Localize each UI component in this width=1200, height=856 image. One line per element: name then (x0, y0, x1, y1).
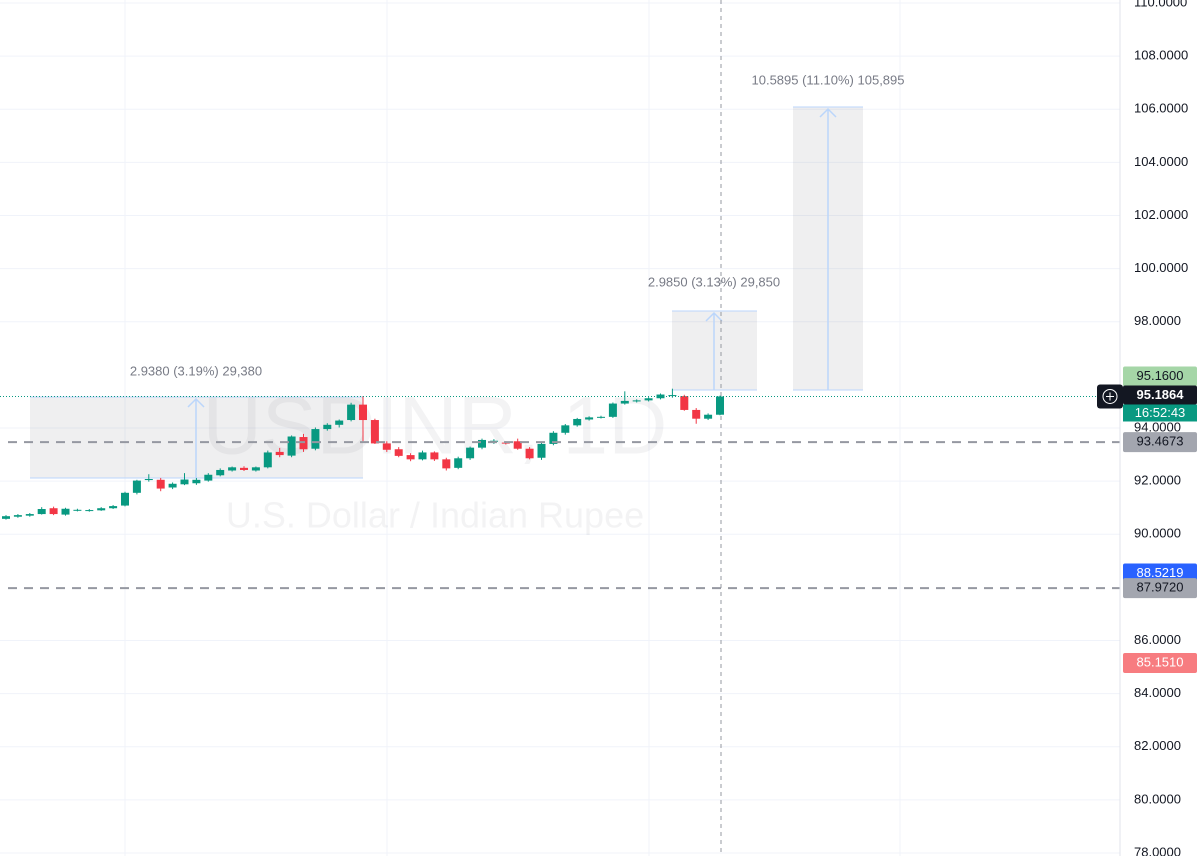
candle-body (85, 510, 94, 512)
candle-body (37, 509, 46, 515)
candle-body (347, 404, 356, 421)
candle-body (585, 417, 594, 420)
candle-body (442, 459, 451, 469)
candle-body (620, 400, 629, 404)
candle-body (287, 436, 296, 456)
candle-body (263, 452, 272, 468)
y-tick-label: 110.0000 (1134, 0, 1187, 9)
candle-body (13, 515, 22, 517)
candle-body (335, 420, 344, 425)
y-tick-label: 84.0000 (1134, 685, 1181, 700)
price-badge-label: 93.4673 (1137, 434, 1184, 449)
candle-body (156, 479, 165, 489)
price-badge-label: 95.1600 (1137, 368, 1184, 383)
price-badge (1123, 432, 1197, 453)
candle-body (240, 467, 248, 470)
candle-body (692, 409, 701, 419)
candle-body (680, 396, 689, 410)
price-axis[interactable]: 78.0000 80.0000 82.0000 84.0000 86.0000 90.00… (1123, 0, 1197, 856)
candle-body (216, 469, 225, 476)
candle-body (73, 509, 82, 511)
countdown: 16:52:43 (1135, 405, 1186, 420)
y-tick-label: 86.0000 (1134, 632, 1181, 647)
candle-body (25, 514, 34, 516)
measure-label: 2.9850 (3.13%) 29,850 (648, 274, 780, 289)
candle-body (275, 451, 284, 456)
y-tick-label: 102.0000 (1134, 207, 1188, 222)
candle-body (394, 449, 403, 456)
candle-body (525, 448, 534, 459)
y-tick-label: 98.0000 (1134, 313, 1181, 328)
y-tick-label: 80.0000 (1134, 791, 1181, 806)
candle-body (466, 447, 475, 459)
measure-label: 2.9380 (3.19%) 29,380 (130, 363, 262, 378)
last-price-badge (1123, 385, 1197, 405)
countdown-badge (1123, 404, 1197, 422)
y-tick-label: 104.0000 (1134, 154, 1188, 169)
candle-body (49, 508, 58, 515)
add-alert-button[interactable] (1097, 384, 1123, 409)
price-badge (1123, 578, 1197, 599)
candle-body (608, 403, 617, 417)
button-icon (1102, 388, 1118, 404)
y-tick-label: 106.0000 (1134, 101, 1188, 116)
button-icon (1106, 392, 1114, 401)
y-tick-label: 94.0000 (1134, 419, 1181, 434)
candle-body (549, 432, 558, 444)
candle-body (204, 474, 213, 481)
candle-body (382, 443, 391, 450)
candle-body (311, 429, 320, 449)
candle-body (573, 418, 582, 426)
candle-body (632, 400, 641, 402)
candle-body (561, 425, 570, 433)
candle-body (2, 516, 10, 519)
candle-body (478, 439, 486, 448)
price-badge-label: 88.5219 (1137, 565, 1184, 580)
price-badge (1123, 366, 1197, 387)
price-badge-label: 87.9720 (1137, 580, 1184, 595)
y-tick-label: 82.0000 (1134, 738, 1181, 753)
candle-body (644, 398, 653, 401)
candle-body (359, 404, 367, 421)
candle-body (251, 467, 260, 471)
candle-body (97, 508, 106, 511)
candle-body (61, 508, 70, 515)
candle-body (597, 416, 605, 418)
y-tick-label: 100.0000 (1134, 260, 1188, 275)
candle-body (228, 467, 237, 471)
candle-body (132, 480, 141, 493)
candle-body (704, 414, 713, 419)
price-badge-label: 85.1510 (1137, 654, 1184, 669)
candle-body (454, 458, 463, 468)
measure-arrow (187, 397, 205, 478)
candle-body (180, 479, 189, 485)
plot (0, 388, 1120, 590)
candle-body (418, 452, 427, 460)
candle-body (716, 396, 724, 415)
y-tick-label: 108.0000 (1134, 48, 1188, 63)
candle-body (513, 441, 522, 449)
last-price-label: 95.1864 (1137, 387, 1185, 402)
measure-arrow (705, 311, 723, 390)
candle-body (144, 479, 153, 481)
candle-body (168, 483, 177, 488)
candle-body (323, 424, 332, 430)
y-tick-label: 78.0000 (1134, 844, 1181, 856)
candle-body (192, 479, 201, 484)
candle-body (537, 443, 546, 458)
candle-body (668, 395, 677, 397)
y-tick-label: 92.0000 (1134, 473, 1181, 488)
candle-body (109, 506, 118, 509)
y-tick-label: 90.0000 (1134, 526, 1181, 541)
candle-body (406, 455, 415, 460)
measure-arrow (819, 107, 837, 390)
watermark-subtitle: U.S. Dollar / Indian Rupee (226, 495, 644, 536)
candle-body (121, 492, 129, 506)
candle-body (370, 420, 379, 444)
measure-label: 10.5895 (11.10%) 105,895 (752, 72, 905, 87)
price-badge (1123, 653, 1197, 674)
candle-body (430, 452, 439, 460)
